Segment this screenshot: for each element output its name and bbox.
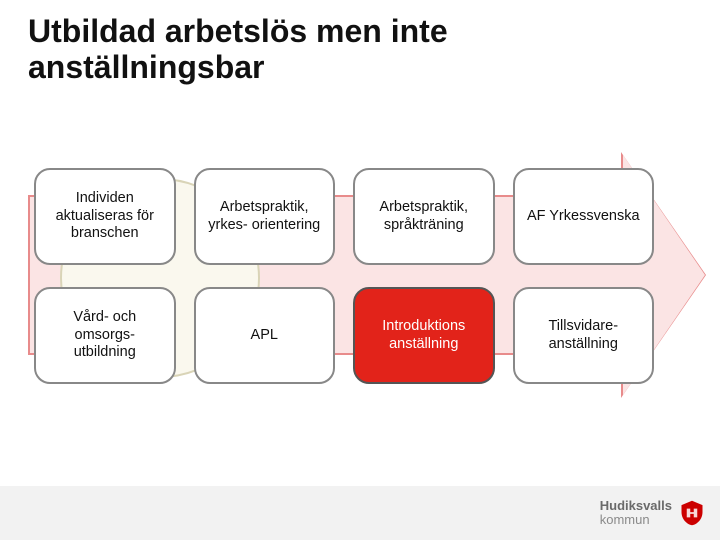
brand-line1: Hudiksvalls: [600, 499, 672, 513]
step-box-2: Arbetspraktik, yrkes- orientering: [194, 168, 336, 265]
step-label: APL: [251, 327, 278, 345]
step-label: Introduktions anställning: [361, 318, 487, 353]
brand-logo: Hudiksvalls kommun: [600, 499, 706, 527]
step-box-5: Vård- och omsorgs- utbildning: [34, 287, 176, 384]
page-title: Utbildad arbetslös men inte anställnings…: [28, 14, 668, 86]
step-box-1: Individen aktualiseras för branschen: [34, 168, 176, 265]
step-label: AF Yrkessvenska: [527, 208, 640, 226]
process-grid: Individen aktualiseras för branschen Arb…: [34, 168, 654, 384]
step-box-6: APL: [194, 287, 336, 384]
step-label: Tillsvidare- anställning: [521, 318, 647, 353]
step-label: Arbetspraktik, yrkes- orientering: [202, 199, 328, 234]
step-box-4: AF Yrkessvenska: [513, 168, 655, 265]
step-label: Individen aktualiseras för branschen: [42, 190, 168, 243]
step-label: Arbetspraktik, språkträning: [361, 199, 487, 234]
slide: Utbildad arbetslös men inte anställnings…: [0, 0, 720, 540]
step-box-8: Tillsvidare- anställning: [513, 287, 655, 384]
step-box-3: Arbetspraktik, språkträning: [353, 168, 495, 265]
shield-icon: [678, 499, 706, 527]
step-box-7-highlight: Introduktions anställning: [353, 287, 495, 384]
step-label: Vård- och omsorgs- utbildning: [42, 309, 168, 362]
brand-line2: kommun: [600, 513, 672, 527]
footer: Hudiksvalls kommun: [0, 486, 720, 540]
brand-text: Hudiksvalls kommun: [600, 499, 672, 526]
